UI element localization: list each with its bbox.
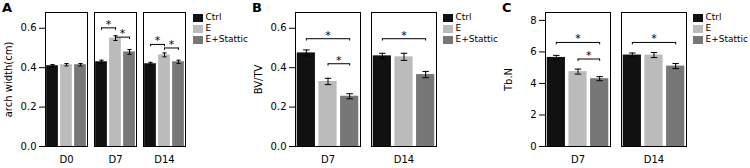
svg-text:D7: D7	[108, 154, 122, 165]
svg-text:0.2: 0.2	[271, 101, 287, 112]
svg-text:0: 0	[530, 141, 536, 152]
svg-text:*: *	[651, 32, 657, 45]
svg-text:*: *	[106, 18, 112, 31]
svg-text:*: *	[575, 32, 581, 45]
html-text:Ctrl: Ctrl	[455, 12, 472, 22]
html-text:Ctrl: Ctrl	[205, 12, 222, 22]
svg-text:BV/TV: BV/TV	[253, 64, 264, 94]
html-text:Ctrl: Ctrl	[705, 12, 722, 22]
html-text:E: E	[455, 23, 462, 33]
svg-text:D7: D7	[321, 154, 335, 165]
svg-text:0.0: 0.0	[21, 141, 37, 152]
svg-text:*: *	[336, 54, 342, 67]
html-text:E+Stattic: E+Stattic	[705, 34, 748, 44]
svg-text:arch width(cm): arch width(cm)	[3, 42, 14, 118]
svg-text:D7: D7	[571, 154, 585, 165]
svg-text:*: *	[325, 29, 331, 42]
svg-text:D0: D0	[59, 154, 73, 165]
svg-text:*: *	[120, 27, 126, 40]
svg-text:D14: D14	[154, 154, 174, 165]
svg-text:0.4: 0.4	[21, 62, 37, 73]
html-text:E+Stattic: E+Stattic	[205, 34, 248, 44]
html-text:E+Stattic: E+Stattic	[455, 34, 498, 44]
svg-text:0.2: 0.2	[21, 101, 37, 112]
html-text:A: A	[2, 0, 13, 15]
svg-text:0.4: 0.4	[271, 62, 287, 73]
svg-text:*: *	[155, 34, 161, 47]
svg-text:2: 2	[530, 109, 536, 120]
svg-text:0.0: 0.0	[271, 141, 287, 152]
svg-text:*: *	[401, 29, 407, 42]
html-text:B: B	[252, 0, 262, 15]
svg-text:*: *	[586, 49, 592, 62]
svg-text:D14: D14	[644, 154, 664, 165]
svg-text:0.6: 0.6	[21, 22, 37, 33]
html-text:C: C	[502, 0, 512, 15]
svg-text:D14: D14	[394, 154, 414, 165]
svg-text:8: 8	[530, 15, 536, 26]
svg-text:Tb.N: Tb.N	[503, 68, 514, 92]
svg-text:0.6: 0.6	[271, 22, 287, 33]
html-text:E: E	[205, 23, 212, 33]
svg-text:*: *	[169, 38, 175, 51]
svg-text:4: 4	[530, 78, 536, 89]
svg-text:6: 6	[530, 46, 536, 57]
html-text:E: E	[705, 23, 712, 33]
